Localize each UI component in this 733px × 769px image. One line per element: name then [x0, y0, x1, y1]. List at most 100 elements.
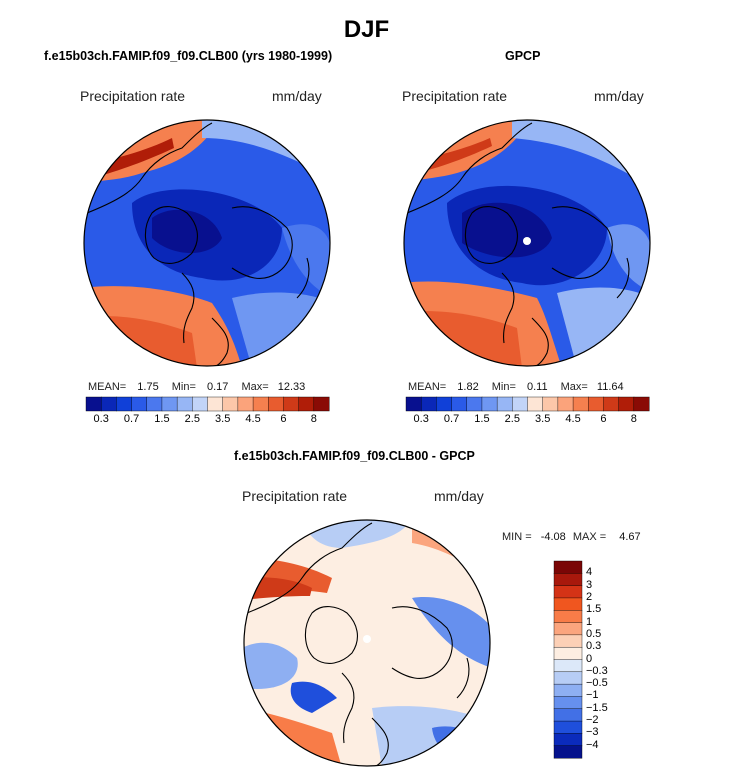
panel-1-colorbar-swatch [146, 396, 163, 412]
panel-3-colorbar-swatch [553, 708, 583, 722]
panel-2-variable-label: Precipitation rate [402, 88, 508, 104]
panel-3-colorbar-swatch [553, 622, 583, 636]
panel-3-stats: MIN = -4.08 MAX = 4.67 [502, 531, 641, 543]
panel-2-colorbar-tick-label: 0.3 [413, 413, 429, 425]
panel-2-colorbar-swatch [618, 396, 635, 412]
panel-2-title: GPCP [505, 49, 541, 63]
panel-2-stats: MEAN= 1.82 Min= 0.11 Max= 11.64 [408, 381, 624, 393]
panel-3-colorbar-tick-label: −0.3 [586, 664, 608, 677]
panel-1-colorbar-swatch [192, 396, 209, 412]
panel-3-pole-marker [363, 635, 371, 643]
panel-2-max-label: Max= [560, 381, 588, 393]
panel-1-colorbar-swatch [283, 396, 300, 412]
panel-1-colorbar-tick-label: 2.5 [184, 413, 200, 425]
panel-2-colorbar-tick-label: 1.5 [474, 413, 490, 425]
panel-3-colorbar-tick-label: −4 [586, 738, 599, 751]
panel-3-colorbar [553, 560, 583, 759]
panel-3-labrador-core-field [290, 681, 337, 713]
figure-title: DJF [343, 16, 390, 43]
panel-3-colorbar-swatch [553, 634, 583, 648]
panel-3-colorbar-swatch [553, 659, 583, 673]
panel-3-polar-map [243, 519, 491, 767]
panel-2-map-boundary [403, 119, 651, 367]
panel-3-colorbar-tick-label: 1 [586, 615, 593, 628]
panel-1-colorbar-tick-label: 3.5 [215, 413, 231, 425]
panel-3-colorbar-swatch [553, 573, 583, 587]
panel-2-colorbar-swatch [633, 396, 650, 412]
panel-1-colorbar-swatch [313, 396, 330, 412]
panel-1-colorbar-ticks: 0.3 0.7 1.5 2.5 3.5 4.5 6 8 [86, 413, 329, 427]
panel-3-colorbar-tick-label: −0.5 [586, 677, 608, 690]
panel-1-colorbar-swatch [268, 396, 284, 412]
panel-3-colorbar-tick-label: 3 [586, 578, 593, 591]
panel-1-max-label: Max= [241, 381, 269, 393]
panel-1-polar-map [83, 119, 331, 367]
panel-1-min-value: 0.17 [206, 381, 229, 393]
panel-1-colorbar-swatch [207, 396, 224, 412]
panel-3-colorbar-tick-label: −3 [586, 726, 599, 739]
panel-2-colorbar-swatch [466, 396, 483, 412]
panel-2-colorbar-swatch [420, 396, 437, 412]
panel-2-colorbar-swatch [557, 396, 574, 412]
panel-2-pole-marker [523, 237, 531, 245]
panel-1-colorbar-tick-label: 4.5 [245, 413, 261, 425]
panel-2-colorbar-swatch [603, 396, 620, 412]
panel-2-colorbar-tick-label: 0.7 [443, 413, 460, 425]
panel-2-min-value: 0.11 [526, 381, 548, 393]
panel-1-coastlines [86, 122, 310, 366]
panel-3-europe-negative-field [372, 706, 490, 766]
panel-1-units-label: mm/day [272, 88, 322, 104]
panel-1-canada-dry-field [152, 209, 222, 253]
panel-3-colorbar-tick-label: −1 [586, 689, 599, 702]
panel-2-mean-value: 1.82 [457, 381, 479, 393]
panel-1-stats: MEAN= 1.75 Min= 0.17 Max= 12.33 [88, 381, 305, 393]
panel-1-colorbar-swatch [161, 396, 178, 412]
panel-1-variable-label: Precipitation rate [80, 88, 186, 104]
panel-3-colorbar-swatch [553, 610, 583, 624]
panel-3-colorbar-swatch [553, 597, 583, 611]
panel-2-min-label: Min= [491, 381, 516, 393]
panel-1-mean-label: MEAN= [88, 381, 127, 393]
panel-2-colorbar-swatch [588, 396, 604, 412]
panel-2-colorbar-tick-label: 4.5 [565, 413, 581, 425]
panel-3-coastlines [246, 522, 470, 766]
panel-2-siberia-field [607, 224, 650, 293]
panel-2-colorbar-tick-label: 2.5 [504, 413, 520, 425]
panel-3-colorbar-tick-label: 0.3 [586, 640, 602, 653]
panel-3-min-label: MIN = [502, 531, 532, 543]
panel-1-colorbar-tick-label: 8 [310, 413, 317, 425]
panel-1-mean-value: 1.75 [137, 381, 159, 393]
panel-3-colorbar-swatch [553, 560, 583, 574]
panel-2-colorbar-swatch [572, 396, 589, 412]
panel-1-colorbar-swatch [298, 396, 315, 412]
panel-1-colorbar-tick-label: 6 [280, 413, 287, 425]
panel-1-colorbar-tick-label: 0.3 [93, 413, 109, 425]
panel-2-colorbar-swatch [542, 396, 559, 412]
panel-3-max-value: 4.67 [619, 531, 641, 543]
panel-2-colorbar-tick-label: 6 [600, 413, 607, 425]
panel-2-polar-map [403, 119, 651, 367]
panel-3-map-boundary [243, 519, 491, 767]
panel-3-colorbar-tick-label: 1.5 [586, 603, 602, 616]
panel-2-colorbar-swatch [405, 396, 422, 412]
panel-3-colorbar-tick-label: −1.5 [586, 701, 608, 714]
panel-1-colorbar-swatch [237, 396, 254, 412]
panel-2-colorbar-tick-label: 3.5 [535, 413, 551, 425]
panel-3-units-label: mm/day [434, 488, 484, 504]
panel-2-colorbar-ticks: 0.3 0.7 1.5 2.5 3.5 4.5 6 8 [406, 413, 649, 427]
panel-3-variable-label: Precipitation rate [242, 488, 348, 504]
panel-3-colorbar-ticks: 4 3 2 1.5 1 0.5 0.3 0 −0.3 −0.5 −1 −1.5 −2 −3 −4 [586, 561, 631, 758]
panel-1-pacific-max-field [92, 138, 174, 178]
panel-3-colorbar-tick-label: 4 [586, 566, 593, 579]
panel-1-colorbar [85, 396, 330, 412]
panel-2-colorbar [405, 396, 650, 412]
panel-3-max-label: MAX = [572, 531, 607, 543]
panel-3-colorbar-tick-label: −2 [586, 714, 599, 727]
panel-3-colorbar-swatch [553, 683, 583, 697]
panel-2-mean-label: MEAN= [408, 381, 447, 393]
panel-1-colorbar-swatch [131, 396, 148, 412]
panel-1-colorbar-tick-label: 1.5 [154, 413, 170, 425]
panel-1-map-boundary [83, 119, 331, 367]
panel-3-colorbar-tick-label: 0.5 [586, 627, 602, 640]
panel-2-max-value: 11.64 [596, 381, 624, 393]
